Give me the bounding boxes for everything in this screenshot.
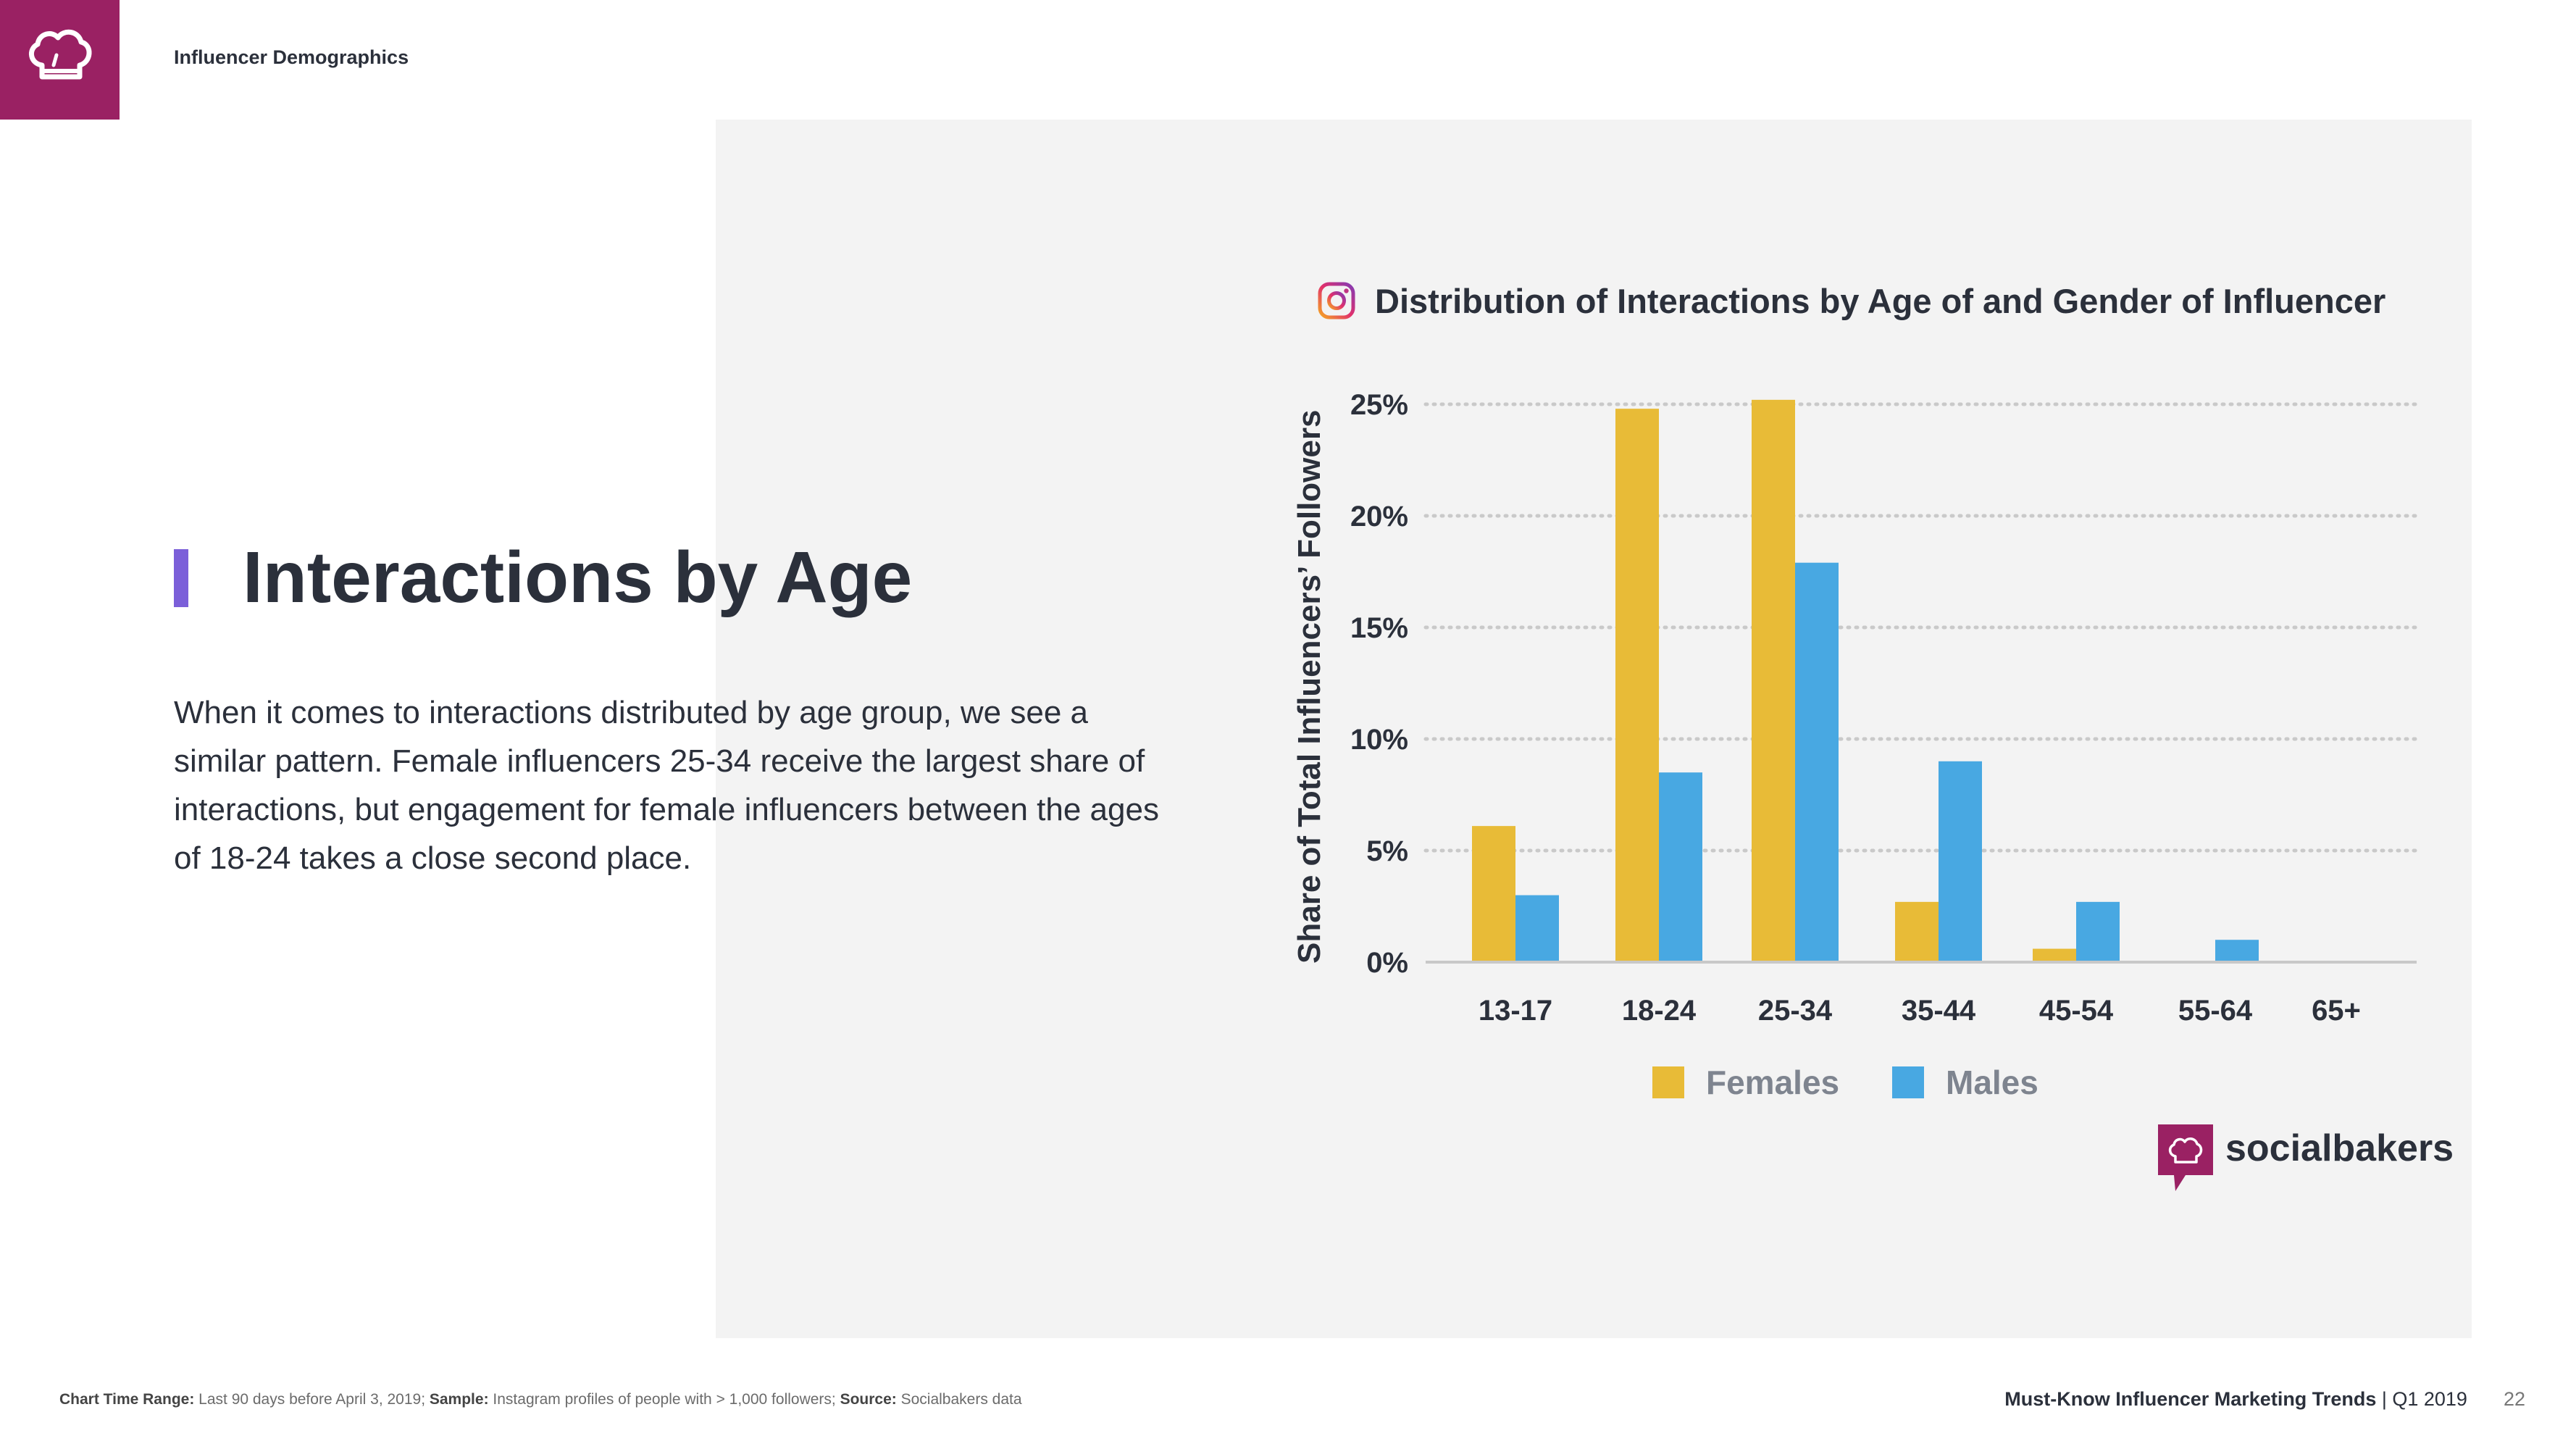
x-tick-label: 55-64 [2178,995,2253,1027]
x-tick-label: 45-54 [2039,995,2114,1027]
bar-males-55-64 [2215,940,2259,962]
source-value: Socialbakers data [896,1391,1022,1408]
y-tick-label: 25% [1350,389,1408,421]
bar-females-13-17 [1472,826,1515,962]
y-axis-label: Share of Total Influencers’ Followers [1292,410,1327,964]
page-number: 22 [2503,1388,2525,1410]
y-tick-label: 15% [1350,612,1408,644]
report-footer: Must-Know Influencer Marketing Trends | … [2004,1388,2525,1411]
bar-males-35-44 [1939,761,1982,962]
brand-wordmark: socialbakers [2225,1127,2454,1169]
time-range-value: Last 90 days before April 3, 2019; [194,1391,430,1408]
sample-value: Instagram profiles of people with > 1,00… [488,1391,840,1408]
section-label: Influencer Demographics [174,46,409,68]
bar-females-35-44 [1895,901,1939,962]
y-tick-label: 20% [1350,501,1408,533]
page-title: Interactions by Age [243,537,913,618]
instagram-icon [1318,282,1355,320]
report-period: | Q1 2019 [2376,1388,2467,1410]
speech-bubble-icon [2158,1124,2213,1191]
source-label: Source: [840,1391,897,1408]
bar-males-18-24 [1659,772,1702,962]
bar-females-18-24 [1615,409,1659,962]
sample-label: Sample: [429,1391,489,1408]
bar-males-13-17 [1515,895,1559,962]
y-tick-label: 0% [1366,947,1408,979]
y-tick-label: 5% [1366,835,1408,867]
x-tick-label: 35-44 [1902,995,1976,1027]
bar-males-45-54 [2076,901,2120,962]
heading-accent-bar [174,549,188,607]
legend-label-females: Females [1706,1064,1839,1101]
chef-hat-icon [28,29,91,79]
chart-title: Distribution of Interactions by Age of a… [1375,282,2385,320]
report-title: Must-Know Influencer Marketing Trends [2004,1388,2377,1410]
socialbakers-logo: socialbakers [2158,1124,2454,1191]
y-tick-label: 10% [1350,724,1408,756]
bar-females-45-54 [2033,948,2076,962]
legend-label-males: Males [1946,1064,2038,1101]
x-tick-label: 18-24 [1622,995,1697,1027]
legend-swatch-males [1892,1066,1924,1098]
x-tick-label: 65+ [2312,995,2361,1027]
legend: Females Males [1652,1064,2038,1101]
bar-males-25-34 [1795,562,1839,962]
x-tick-label: 13-17 [1479,995,1552,1027]
body-paragraph: When it comes to interactions distribute… [174,695,1159,876]
legend-swatch-females [1652,1066,1684,1098]
brand-logo-box [0,0,120,120]
chart-source-note: Chart Time Range: Last 90 days before Ap… [59,1391,1022,1408]
x-tick-label: 25-34 [1758,995,1833,1027]
bar-females-25-34 [1752,399,1795,962]
time-range-label: Chart Time Range: [59,1391,195,1408]
